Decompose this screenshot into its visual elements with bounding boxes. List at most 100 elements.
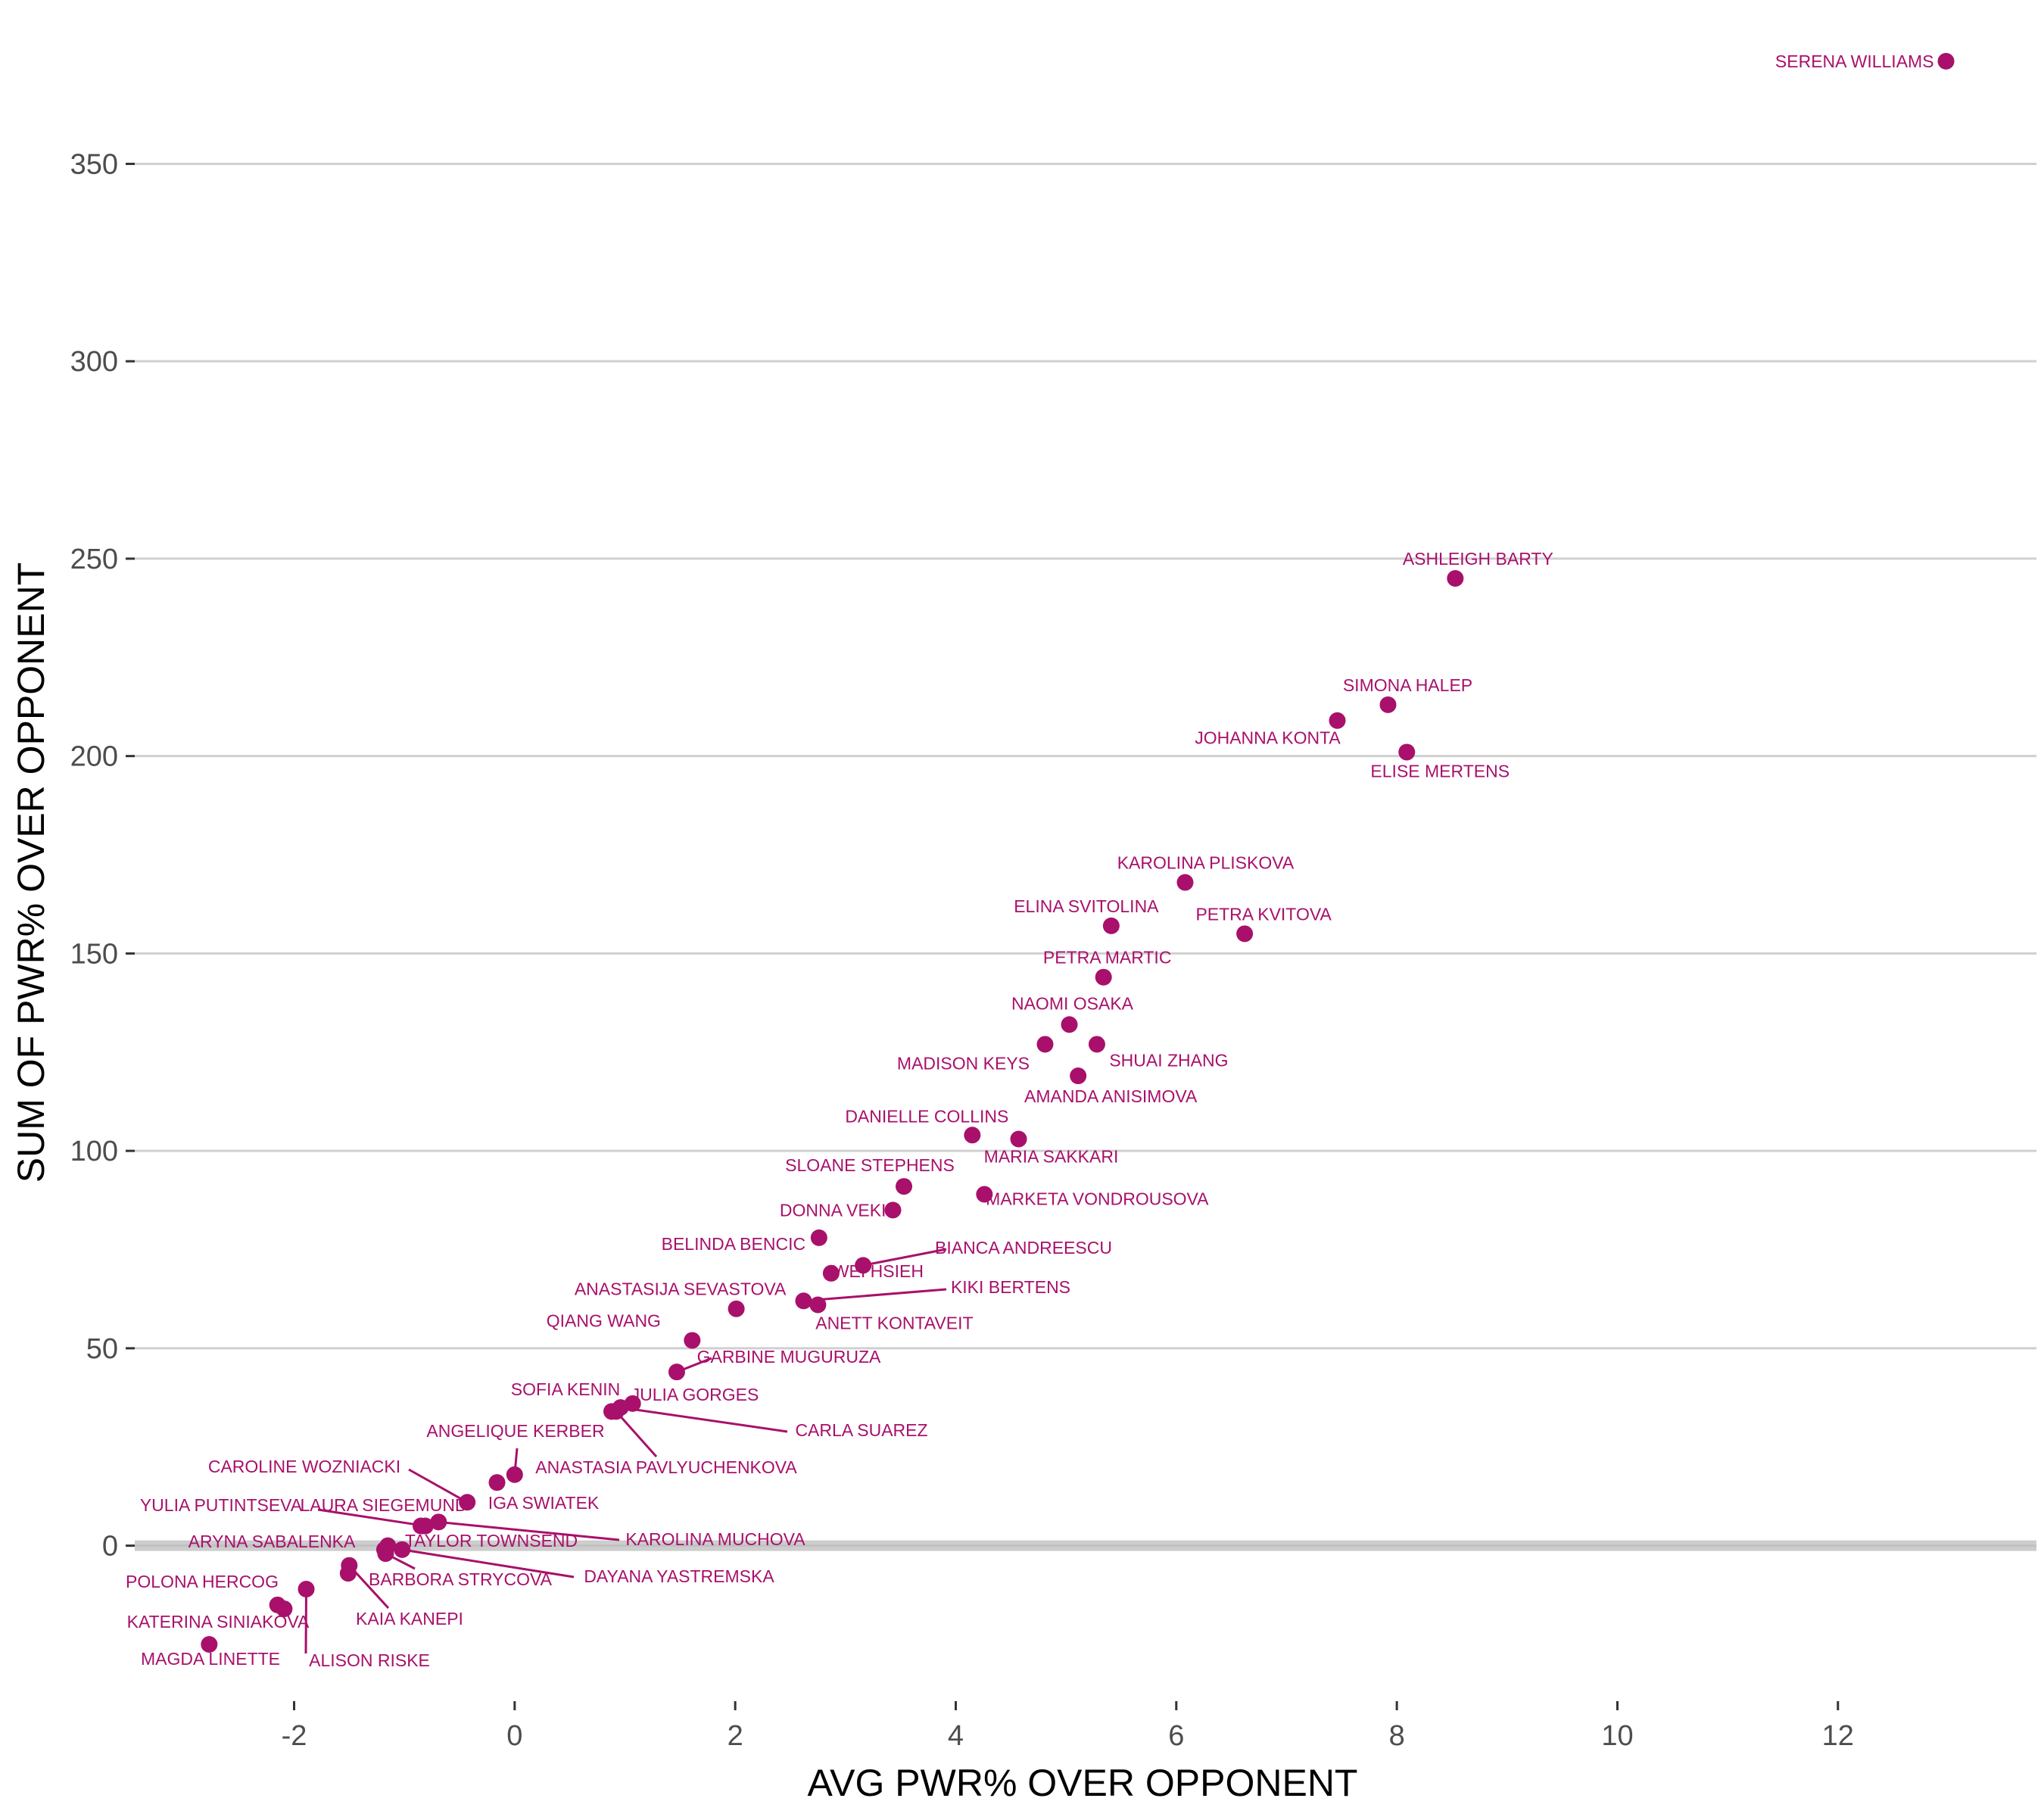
point-label: NAOMI OSAKA (1011, 993, 1134, 1013)
data-point (339, 1565, 357, 1582)
point-label: ELINA SVITOLINA (1014, 896, 1159, 916)
data-point (607, 1403, 625, 1420)
data-point (810, 1229, 827, 1246)
point-label: ASHLEIGH BARTY (1403, 549, 1553, 569)
x-tick-label: 12 (1822, 1720, 1854, 1752)
axes: 0 50 100 150 200 250 300 350 -2 0 2 4 6 8 10 12 (70, 148, 1854, 1752)
point-label: SHUAI ZHANG (1109, 1050, 1228, 1070)
label-leader-line (438, 1520, 620, 1541)
data-point (809, 1296, 827, 1314)
point-label: SERENA WILLIAMS (1775, 51, 1934, 71)
data-point (459, 1494, 476, 1511)
data-point (416, 1517, 434, 1535)
data-point (430, 1513, 447, 1531)
data-point (1102, 917, 1120, 934)
label-leader-line (408, 1468, 468, 1504)
point-label: KIKI BERTENS (951, 1277, 1070, 1297)
x-tick-label: 10 (1601, 1720, 1633, 1752)
y-tick-label: 250 (70, 544, 118, 575)
data-point (964, 1127, 981, 1144)
point-label: DANIELLE COLLINS (845, 1106, 1008, 1126)
point-label: IGA SWIATEK (488, 1493, 600, 1513)
point-label: JULIA GORGES (631, 1385, 759, 1404)
y-axis-title: SUM OF PWR% OVER OPPONENT (10, 563, 52, 1183)
point-label: SOFIA KENIN (511, 1379, 620, 1399)
point-label: YULIA PUTINTSEVA (140, 1495, 303, 1515)
point-label: JOHANNA KONTA (1195, 728, 1341, 748)
point-label: KATERINA SINIAKOVA (127, 1612, 310, 1632)
point-label: KAIA KANEPI (356, 1609, 463, 1628)
y-tick-label: 50 (86, 1333, 118, 1365)
point-label: DONNA VEKIC (780, 1200, 899, 1220)
data-point (728, 1300, 745, 1317)
point-label: KAROLINA MUCHOVA (625, 1529, 805, 1549)
data-point (976, 1186, 993, 1203)
point-label: MAGDA LINETTE (141, 1649, 280, 1669)
point-label: MARKETA VONDROUSOVA (986, 1189, 1209, 1209)
data-point (298, 1580, 315, 1597)
label-leader-line (615, 1410, 658, 1457)
point-label: PETRA MARTIC (1043, 948, 1172, 968)
point-label: ALISON RISKE (309, 1650, 430, 1670)
x-tick-label: 4 (948, 1720, 964, 1752)
x-axis-title: AVG PWR% OVER OPPONENT (808, 1762, 1358, 1804)
point-label: LAURA SIEGEMUND (300, 1495, 467, 1515)
label-leader-line (862, 1248, 947, 1267)
point-label: QIANG WANG (547, 1311, 661, 1330)
point-label: CARLA SUAREZ (795, 1420, 927, 1440)
point-label: MARIA SAKKARI (984, 1146, 1119, 1166)
data-point (1937, 52, 1955, 70)
point-label: MADISON KEYS (897, 1053, 1030, 1073)
point-label: POLONA HERCOG (126, 1572, 279, 1591)
point-labels: SERENA WILLIAMS ASHLEIGH BARTY SIMONA HALE… (126, 51, 1934, 1670)
data-point (1329, 712, 1346, 729)
point-label: GARBINE MUGURUZA (697, 1347, 881, 1367)
data-point (896, 1178, 913, 1195)
point-label: BIANCA ANDREESCU (935, 1238, 1112, 1258)
x-tick-label: 8 (1389, 1720, 1405, 1752)
y-tick-label: 0 (102, 1531, 118, 1563)
point-label: TAYLOR TOWNSEND (405, 1531, 578, 1551)
point-label: ANASTASIA PAVLYUCHENKOVA (535, 1457, 797, 1477)
data-point (822, 1264, 840, 1282)
point-label: SLOANE STEPHENS (785, 1155, 955, 1175)
data-point (1095, 968, 1112, 986)
data-point (668, 1364, 685, 1381)
data-point (1036, 1036, 1054, 1053)
point-label: BARBORA STRYCOVA (369, 1569, 553, 1589)
y-tick-label: 300 (70, 346, 118, 378)
label-leader-line (317, 1508, 426, 1528)
data-point (1061, 1016, 1078, 1033)
point-label: PETRA KVITOVA (1195, 904, 1332, 924)
data-point (1398, 743, 1416, 761)
point-label: ANETT KONTAVEIT (815, 1314, 973, 1333)
point-label: ELISE MERTENS (1370, 761, 1510, 781)
grid-lines (135, 162, 2036, 1551)
y-tick-label: 350 (70, 148, 118, 180)
data-point (684, 1332, 701, 1349)
data-point (488, 1474, 506, 1491)
data-point (506, 1466, 523, 1483)
point-label: ARYNA SABALENKA (189, 1532, 356, 1551)
data-point (1236, 925, 1254, 943)
point-label: ANASTASIJA SEVASTOVA (575, 1279, 787, 1299)
x-tick-label: -2 (282, 1720, 307, 1752)
label-leader-line (620, 1406, 788, 1433)
data-point (1379, 696, 1397, 713)
x-tick-label: 6 (1168, 1720, 1184, 1752)
label-leader-line (803, 1288, 947, 1302)
data-point (1088, 1036, 1105, 1053)
y-tick-label: 200 (70, 741, 118, 773)
data-point (1176, 874, 1194, 891)
label-leader-lines (304, 1248, 947, 1654)
y-tick-label: 100 (70, 1136, 118, 1167)
data-point (1447, 569, 1464, 587)
point-label: KAROLINA PLISKOVA (1117, 853, 1295, 873)
y-tick-label: 150 (70, 938, 118, 970)
point-label: WEI HSIEH (833, 1261, 924, 1281)
data-point (795, 1292, 812, 1310)
point-label: SIMONA HALEP (1343, 675, 1472, 695)
x-tick-label: 2 (728, 1720, 743, 1752)
data-point (201, 1635, 218, 1653)
